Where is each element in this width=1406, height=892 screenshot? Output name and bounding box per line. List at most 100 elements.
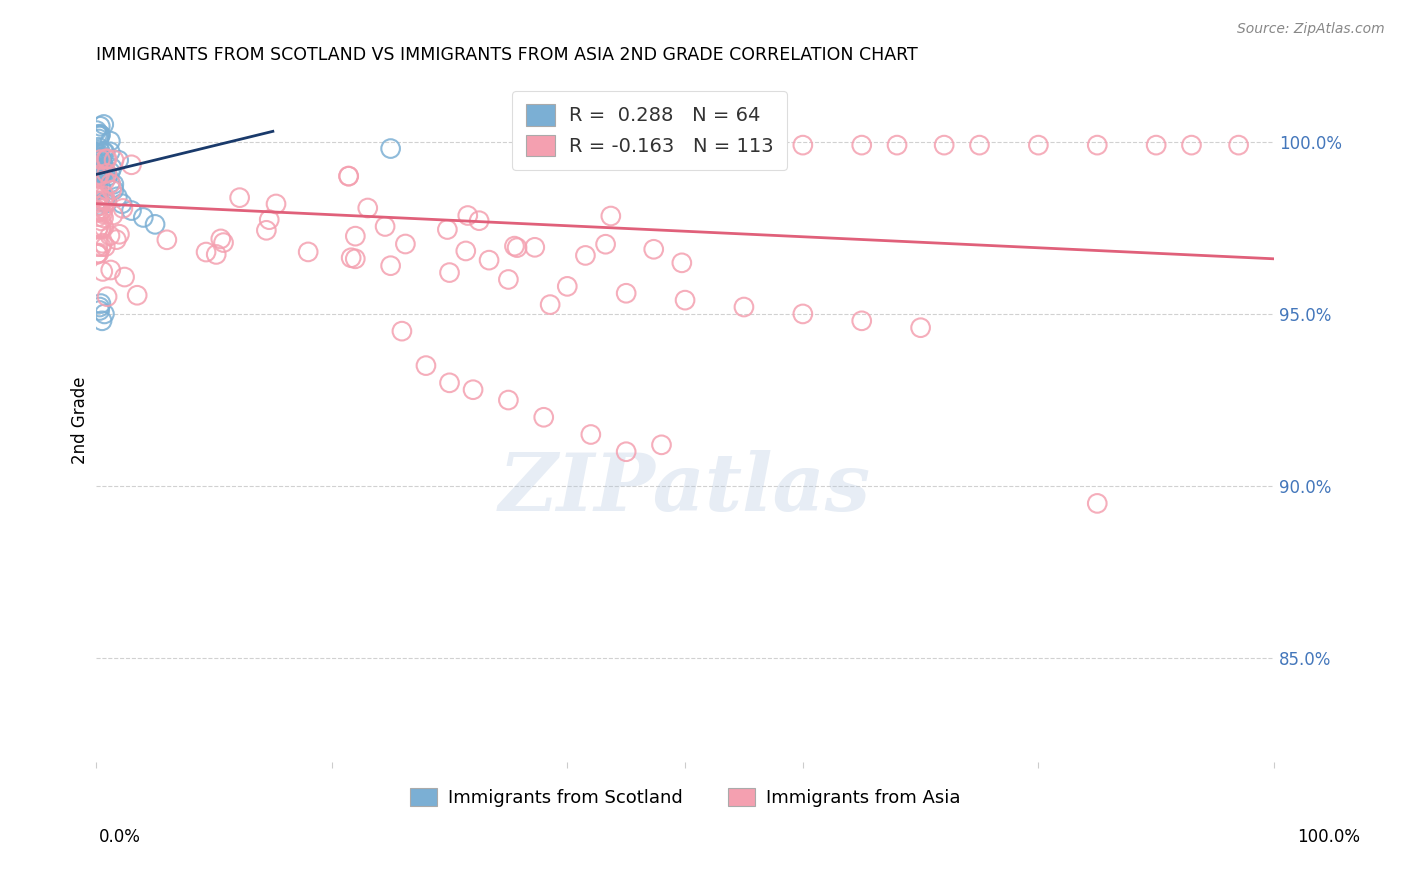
Text: 0.0%: 0.0% bbox=[98, 828, 141, 846]
Point bbox=[96, 166, 118, 180]
Point bbox=[156, 233, 179, 247]
Point bbox=[89, 163, 111, 178]
Point bbox=[89, 127, 111, 141]
Text: ZIPatlas: ZIPatlas bbox=[499, 450, 872, 528]
Point bbox=[257, 212, 280, 227]
Point bbox=[87, 132, 110, 146]
Point bbox=[93, 118, 115, 132]
Point bbox=[105, 190, 128, 204]
Point bbox=[969, 138, 991, 153]
Point bbox=[89, 198, 111, 212]
Point bbox=[127, 288, 149, 302]
Point bbox=[86, 199, 108, 213]
Point bbox=[101, 208, 124, 222]
Point bbox=[96, 152, 118, 166]
Point bbox=[478, 253, 501, 268]
Point bbox=[93, 307, 115, 321]
Point bbox=[87, 240, 110, 254]
Point bbox=[87, 199, 110, 213]
Point bbox=[86, 205, 108, 219]
Point bbox=[91, 236, 114, 251]
Point bbox=[96, 195, 118, 210]
Point bbox=[90, 169, 112, 184]
Point bbox=[212, 235, 235, 250]
Point bbox=[599, 209, 621, 223]
Point bbox=[1085, 138, 1108, 153]
Point bbox=[97, 169, 120, 183]
Point bbox=[1180, 138, 1202, 153]
Point bbox=[733, 138, 755, 153]
Point bbox=[96, 194, 118, 209]
Point bbox=[357, 201, 380, 215]
Point bbox=[86, 183, 108, 197]
Point bbox=[337, 169, 360, 183]
Point bbox=[380, 142, 402, 156]
Point bbox=[111, 202, 134, 216]
Point bbox=[89, 168, 111, 182]
Point bbox=[673, 293, 696, 307]
Point bbox=[121, 158, 143, 172]
Point bbox=[380, 259, 402, 273]
Point bbox=[87, 222, 110, 236]
Point bbox=[93, 220, 115, 235]
Point bbox=[910, 320, 932, 334]
Point bbox=[87, 184, 110, 198]
Point bbox=[1085, 496, 1108, 510]
Point bbox=[87, 171, 110, 186]
Point bbox=[87, 246, 110, 260]
Point bbox=[792, 307, 814, 321]
Point bbox=[86, 128, 108, 142]
Point bbox=[98, 165, 121, 179]
Point bbox=[87, 210, 110, 224]
Point bbox=[394, 237, 416, 252]
Point bbox=[93, 193, 115, 207]
Text: 100.0%: 100.0% bbox=[1298, 828, 1360, 846]
Point bbox=[457, 209, 479, 223]
Point bbox=[934, 138, 956, 153]
Point bbox=[89, 153, 111, 168]
Point bbox=[503, 239, 526, 253]
Point bbox=[86, 247, 108, 261]
Point bbox=[344, 229, 367, 244]
Point bbox=[103, 183, 125, 197]
Point bbox=[436, 222, 458, 236]
Point bbox=[132, 211, 155, 225]
Point bbox=[643, 242, 665, 256]
Point bbox=[91, 264, 114, 278]
Point bbox=[93, 164, 115, 178]
Point bbox=[297, 244, 319, 259]
Point bbox=[697, 138, 720, 153]
Point bbox=[98, 176, 121, 190]
Point bbox=[89, 204, 111, 219]
Point bbox=[86, 246, 108, 260]
Point bbox=[1227, 138, 1250, 153]
Point bbox=[555, 279, 578, 293]
Point bbox=[89, 129, 111, 144]
Point bbox=[439, 376, 461, 390]
Point bbox=[90, 128, 112, 142]
Point bbox=[91, 156, 114, 170]
Point bbox=[89, 120, 111, 134]
Point bbox=[851, 314, 873, 328]
Point bbox=[87, 162, 110, 177]
Point bbox=[86, 159, 108, 173]
Point bbox=[93, 188, 115, 202]
Point bbox=[90, 180, 112, 194]
Point bbox=[86, 169, 108, 183]
Point bbox=[90, 296, 112, 310]
Point bbox=[111, 196, 134, 211]
Point bbox=[98, 228, 121, 243]
Point bbox=[87, 140, 110, 154]
Point bbox=[461, 383, 484, 397]
Point bbox=[90, 150, 112, 164]
Point bbox=[86, 153, 108, 168]
Point bbox=[614, 286, 637, 301]
Point bbox=[143, 218, 166, 232]
Point bbox=[89, 162, 111, 177]
Point bbox=[86, 194, 108, 208]
Point bbox=[523, 240, 546, 254]
Point bbox=[90, 167, 112, 181]
Point bbox=[94, 196, 117, 211]
Point bbox=[87, 220, 110, 235]
Point bbox=[89, 153, 111, 167]
